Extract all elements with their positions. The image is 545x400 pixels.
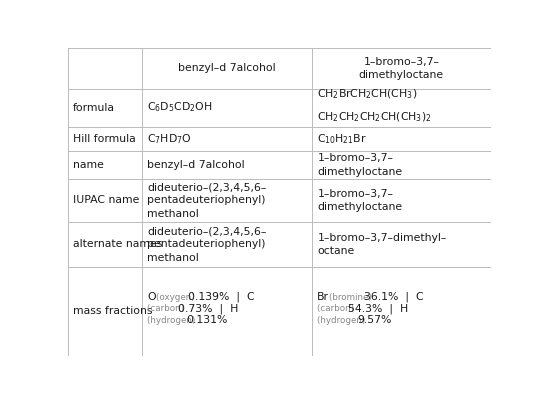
Text: 1–bromo–3,7–
dimethyloctane: 1–bromo–3,7– dimethyloctane xyxy=(317,154,402,177)
Text: 0.139%  |  C: 0.139% | C xyxy=(188,292,255,302)
Text: formula: formula xyxy=(73,102,115,112)
Text: (oxygen): (oxygen) xyxy=(156,293,197,302)
Text: (carbon): (carbon) xyxy=(147,304,187,313)
Text: O: O xyxy=(147,292,156,302)
Text: (hydrogen): (hydrogen) xyxy=(147,316,198,325)
Text: $\mathregular{C_7HD_7O}$: $\mathregular{C_7HD_7O}$ xyxy=(147,132,192,146)
Text: (hydrogen): (hydrogen) xyxy=(317,316,368,325)
Text: 0.131%: 0.131% xyxy=(187,315,228,325)
Text: name: name xyxy=(73,160,104,170)
Text: 9.57%: 9.57% xyxy=(357,315,391,325)
Text: Br: Br xyxy=(317,292,329,302)
Text: benzyl–d 7alcohol: benzyl–d 7alcohol xyxy=(178,63,276,73)
Text: 1–bromo–3,7–dimethyl–
octane: 1–bromo–3,7–dimethyl– octane xyxy=(317,233,447,256)
Text: 1–bromo–3,7–
dimethyloctane: 1–bromo–3,7– dimethyloctane xyxy=(317,189,402,212)
Text: mass fractions: mass fractions xyxy=(73,306,153,316)
Text: 1–bromo–3,7–
dimethyloctane: 1–bromo–3,7– dimethyloctane xyxy=(359,57,444,80)
Text: (bromine): (bromine) xyxy=(329,293,374,302)
Text: $\mathregular{CH_2BrCH_2CH(CH_3)}$: $\mathregular{CH_2BrCH_2CH(CH_3)}$ xyxy=(317,88,417,102)
Text: 36.1%  |  C: 36.1% | C xyxy=(364,292,424,302)
Text: $\mathregular{C_6D_5CD_2OH}$: $\mathregular{C_6D_5CD_2OH}$ xyxy=(147,101,213,114)
Text: $\mathregular{C_{10}H_{21}Br}$: $\mathregular{C_{10}H_{21}Br}$ xyxy=(317,132,367,146)
Text: Hill formula: Hill formula xyxy=(73,134,136,144)
Text: (carbon): (carbon) xyxy=(317,304,357,313)
Text: benzyl–d 7alcohol: benzyl–d 7alcohol xyxy=(147,160,245,170)
Text: IUPAC name: IUPAC name xyxy=(73,196,140,206)
Text: dideuterio–(2,3,4,5,6–
pentadeuteriophenyl)
methanol: dideuterio–(2,3,4,5,6– pentadeuteriophen… xyxy=(147,182,267,219)
Text: 54.3%  |  H: 54.3% | H xyxy=(348,303,409,314)
Text: dideuterio–(2,3,4,5,6–
pentadeuteriophenyl)
methanol: dideuterio–(2,3,4,5,6– pentadeuteriophen… xyxy=(147,226,267,262)
Text: $\mathregular{CH_2CH_2CH_2CH(CH_3)_2}$: $\mathregular{CH_2CH_2CH_2CH(CH_3)_2}$ xyxy=(317,111,432,124)
Text: alternate names: alternate names xyxy=(73,239,162,249)
Text: 0.73%  |  H: 0.73% | H xyxy=(178,303,238,314)
